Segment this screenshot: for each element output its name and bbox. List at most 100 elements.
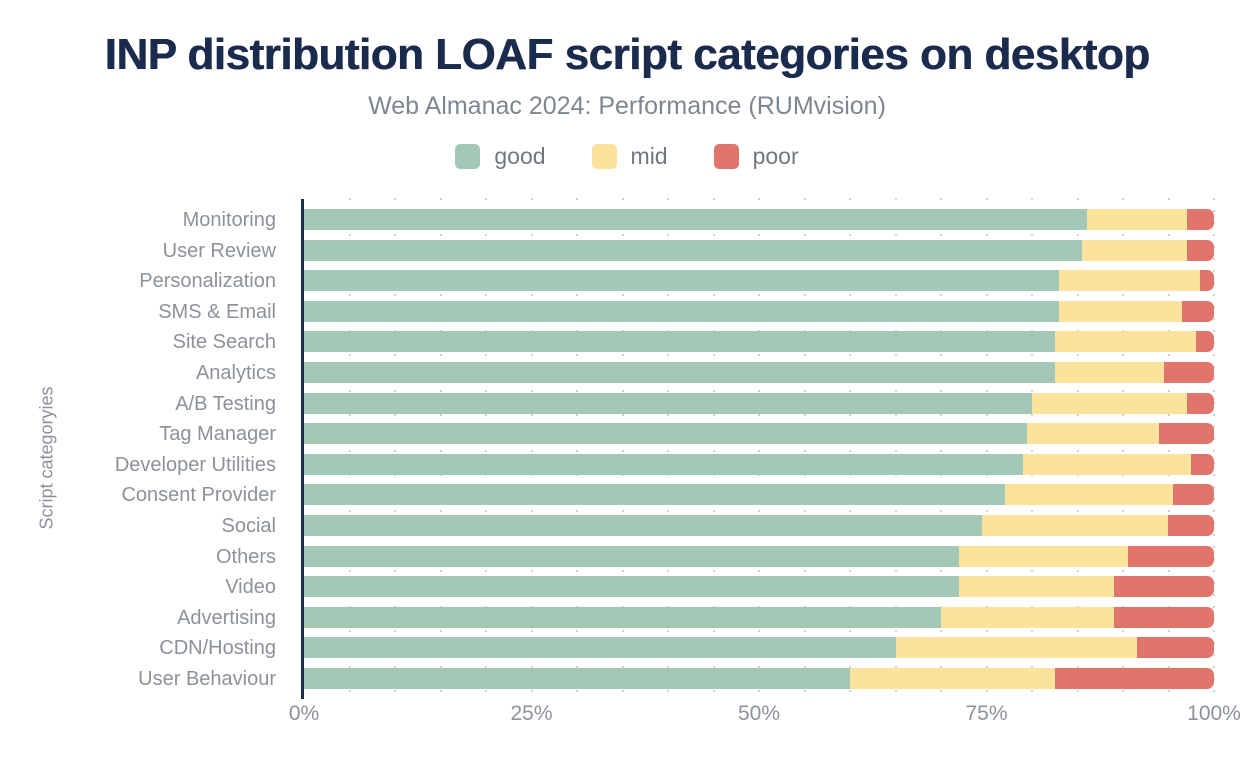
bar-track — [304, 358, 1214, 389]
bar-segment-poor[interactable] — [1200, 270, 1214, 292]
bar-segment-mid[interactable] — [850, 667, 1055, 689]
bar-track — [304, 542, 1214, 573]
bar-segment-good[interactable] — [304, 576, 960, 598]
bar-track — [304, 419, 1214, 450]
bar-row: Video — [0, 572, 1254, 603]
bar-segment-good[interactable] — [304, 331, 1055, 353]
bar-segment-poor[interactable] — [1186, 209, 1214, 230]
category-label: Developer Utilities — [114, 453, 276, 476]
stacked-bar — [304, 239, 1214, 261]
bar-segment-good[interactable] — [304, 392, 1032, 414]
chart-subtitle: Web Almanac 2024: Performance (RUMvision… — [368, 92, 886, 120]
bar-segment-mid[interactable] — [1032, 392, 1187, 414]
stacked-bar — [304, 453, 1214, 475]
bar-row: User Review — [0, 236, 1254, 267]
bar-segment-mid[interactable] — [1027, 423, 1160, 445]
bar-segment-poor[interactable] — [1191, 453, 1214, 475]
bar-segment-mid[interactable] — [1022, 453, 1192, 475]
bar-segment-good[interactable] — [304, 361, 1055, 383]
gridline-60 — [849, 198, 851, 697]
legend: good mid poor — [0, 143, 1254, 170]
stacked-bar — [304, 209, 1214, 230]
gridline-10 — [394, 198, 396, 697]
bar-segment-poor[interactable] — [1163, 361, 1214, 383]
bar-segment-good[interactable] — [304, 667, 850, 689]
stacked-bar — [304, 331, 1214, 353]
bar-segment-mid[interactable] — [959, 545, 1128, 567]
bar-segment-poor[interactable] — [1173, 484, 1214, 506]
bar-track — [304, 205, 1214, 236]
x-tick-50: 50% — [737, 702, 781, 725]
bar-row: Personalization — [0, 266, 1254, 297]
bar-segment-poor[interactable] — [1127, 545, 1214, 567]
bar-segment-poor[interactable] — [1182, 300, 1214, 322]
bar-segment-good[interactable] — [304, 514, 982, 536]
chart-title: INP distribution LOAF script categories … — [104, 30, 1151, 79]
bar-segment-mid[interactable] — [1059, 300, 1183, 322]
category-label: Monitoring — [182, 209, 276, 231]
gridline-40 — [667, 198, 669, 697]
bar-row: A/B Testing — [0, 389, 1254, 420]
gridline-25 — [530, 198, 533, 697]
bar-segment-poor[interactable] — [1186, 239, 1214, 261]
bar-row: CDN/Hosting — [0, 633, 1254, 664]
legend-item-mid[interactable]: mid — [591, 143, 668, 170]
bar-segment-good[interactable] — [304, 209, 1087, 230]
bar-segment-mid[interactable] — [981, 514, 1169, 536]
gridline-15 — [439, 198, 442, 697]
bar-track — [304, 297, 1214, 328]
bar-segment-good[interactable] — [304, 239, 1083, 261]
bar-track — [304, 633, 1214, 664]
bar-segment-good[interactable] — [304, 423, 1028, 445]
bar-segment-poor[interactable] — [1195, 331, 1214, 353]
legend-item-good[interactable]: good — [455, 143, 546, 170]
bar-segment-mid[interactable] — [1004, 484, 1174, 506]
bar-track — [304, 450, 1214, 481]
bar-segment-mid[interactable] — [895, 637, 1137, 659]
bar-segment-poor[interactable] — [1113, 606, 1214, 628]
bar-segment-mid[interactable] — [1059, 270, 1201, 292]
stacked-bar — [304, 392, 1214, 414]
bar-track — [304, 389, 1214, 420]
legend-item-poor[interactable]: poor — [713, 143, 799, 170]
bar-row: Monitoring — [0, 205, 1254, 236]
bar-segment-poor[interactable] — [1168, 514, 1214, 536]
bar-track — [304, 327, 1214, 358]
bar-row: Others — [0, 542, 1254, 573]
gridline-100 — [1213, 198, 1215, 697]
bar-segment-good[interactable] — [304, 300, 1060, 322]
bar-segment-good[interactable] — [304, 270, 1060, 292]
bar-segment-good[interactable] — [304, 453, 1023, 475]
x-tick-0: 0% — [288, 702, 320, 725]
bar-segment-poor[interactable] — [1186, 392, 1214, 414]
bar-segment-good[interactable] — [304, 545, 960, 567]
bar-track — [304, 572, 1214, 603]
bar-segment-good[interactable] — [304, 484, 1005, 506]
legend-swatch-icon — [455, 144, 481, 169]
bar-track — [304, 511, 1214, 542]
bar-segment-mid[interactable] — [1086, 209, 1187, 230]
category-label: SMS & Email — [158, 300, 276, 323]
bar-segment-poor[interactable] — [1054, 667, 1214, 689]
bar-segment-poor[interactable] — [1136, 637, 1214, 659]
bar-segment-mid[interactable] — [1054, 331, 1196, 353]
legend-label: good — [494, 143, 546, 169]
bar-segment-poor[interactable] — [1113, 576, 1214, 598]
gridline-45 — [712, 198, 715, 697]
stacked-bar — [304, 300, 1214, 322]
bar-segment-mid[interactable] — [941, 606, 1114, 628]
gridline-20 — [485, 198, 487, 697]
bar-track — [304, 603, 1214, 634]
gridline-35 — [621, 198, 624, 697]
bar-segment-mid[interactable] — [959, 576, 1114, 598]
gridline-5 — [348, 198, 351, 697]
bar-segment-good[interactable] — [304, 637, 896, 659]
bar-segment-mid[interactable] — [1054, 361, 1164, 383]
category-label: Advertising — [177, 606, 276, 629]
bar-row: User Behaviour — [0, 664, 1254, 695]
category-label: Site Search — [172, 331, 276, 354]
bar-segment-good[interactable] — [304, 606, 941, 628]
bar-segment-mid[interactable] — [1082, 239, 1187, 261]
bar-segment-poor[interactable] — [1159, 423, 1214, 445]
